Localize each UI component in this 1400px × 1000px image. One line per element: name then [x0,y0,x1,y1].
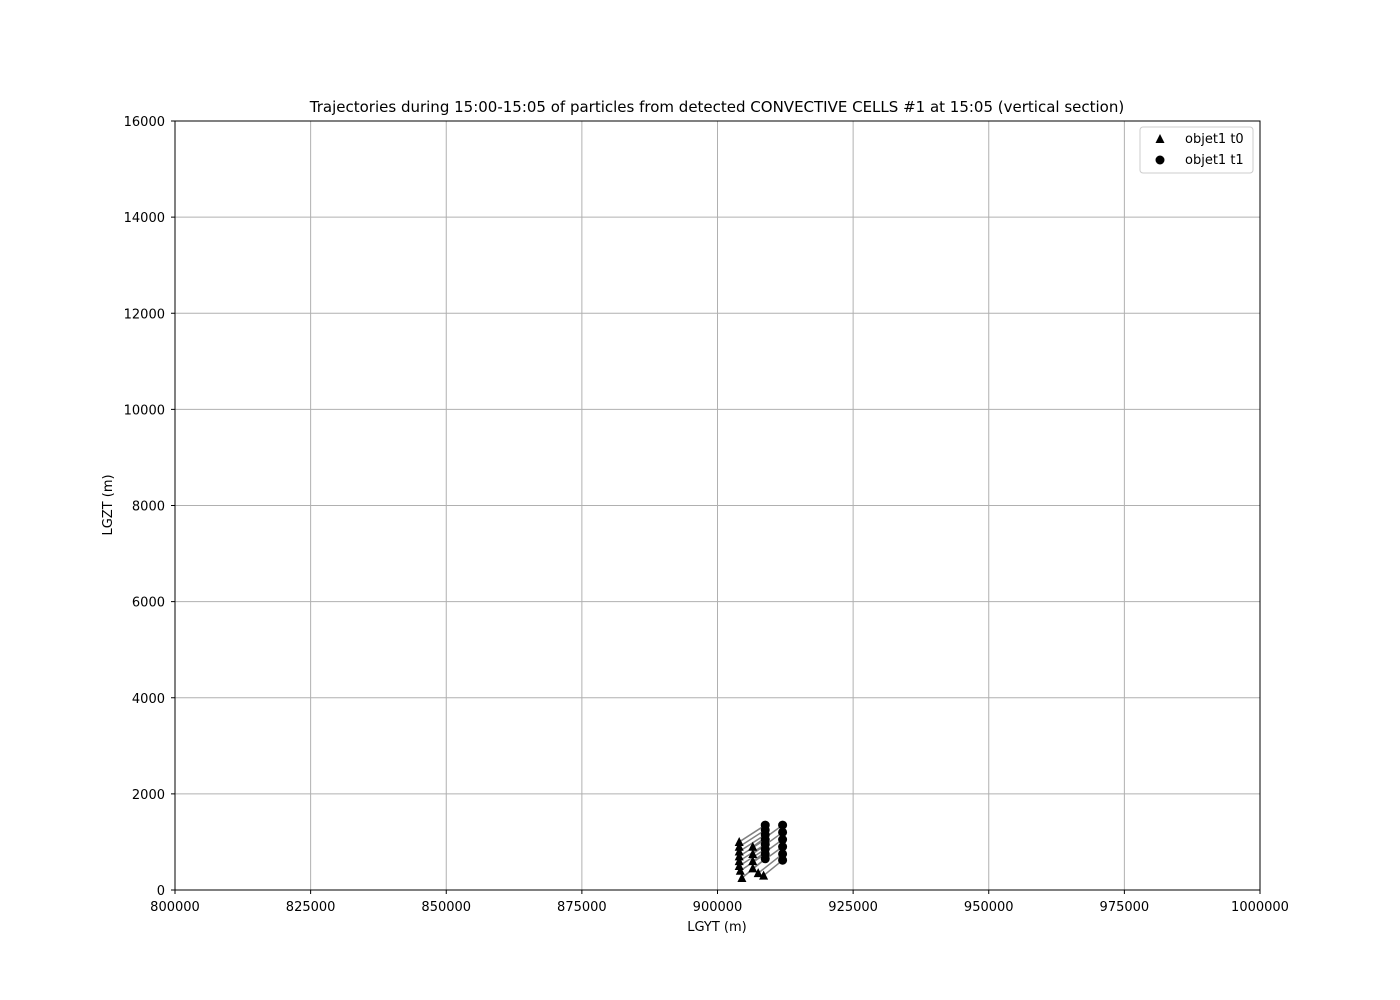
y-axis-ticks: 0 2000 4000 6000 8000 10000 12000 14000 16000 [124,115,175,899]
x-tick-label: 925000 [828,900,878,915]
circle-point [778,820,788,830]
legend-label-t0: objet1 t0 [1185,132,1244,147]
x-tick-label: 900000 [693,900,743,915]
grid-lines [174,120,1261,891]
triangle-point [737,872,747,882]
circle-point [778,849,788,859]
circle-point [778,835,788,845]
y-tick-label: 6000 [132,596,165,611]
x-axis-ticks: 800000 825000 850000 875000 900000 925000 9500… [150,890,1289,915]
legend-box [1139,126,1254,174]
triangle-point [748,856,758,866]
y-tick-label: 8000 [132,500,165,515]
y-tick-label: 14000 [124,211,165,226]
triangle-point [753,868,763,878]
triangle-point [734,846,744,856]
trajectory-lines [738,824,784,879]
trajectory-line [738,824,766,843]
y-axis-label: LGZT (m) [101,474,116,535]
x-tick-label: 875000 [557,900,607,915]
legend: objet1 t0 objet1 t1 [1139,126,1254,174]
x-tick-label: 825000 [286,900,336,915]
x-tick-label: 800000 [150,900,200,915]
triangle-point [734,851,744,861]
x-tick-label: 950000 [964,900,1014,915]
x-tick-label: 975000 [1100,900,1150,915]
y-tick-label: 2000 [132,788,165,803]
triangle-point [734,836,744,846]
triangle-point [748,863,758,873]
data-points [734,820,788,882]
triangle-point [734,860,744,870]
triangle-point [734,856,744,866]
y-tick-label: 0 [157,884,165,899]
circle-point [778,855,788,865]
legend-label-t1: objet1 t1 [1185,153,1244,168]
y-tick-label: 4000 [132,692,165,707]
x-axis-label: LGYT (m) [687,920,747,935]
y-tick-label: 10000 [124,403,165,418]
triangle-point [748,841,758,851]
triangle-point [759,870,769,880]
x-tick-label: 850000 [421,900,471,915]
legend-circle-marker [1155,155,1165,165]
triangle-point [735,865,745,875]
legend-triangle-marker [1155,134,1165,143]
circle-point [760,854,770,864]
circle-point [778,842,788,852]
triangle-point [734,841,744,851]
y-tick-label: 16000 [124,115,165,130]
trajectory-line [738,829,766,848]
chart-title: Trajectories during 15:00-15:05 of parti… [309,98,1124,116]
y-tick-label: 12000 [124,307,165,322]
circle-point [778,827,788,837]
trajectory-line [757,853,784,874]
x-tick-label: 1000000 [1231,900,1289,915]
triangle-point [748,848,758,858]
